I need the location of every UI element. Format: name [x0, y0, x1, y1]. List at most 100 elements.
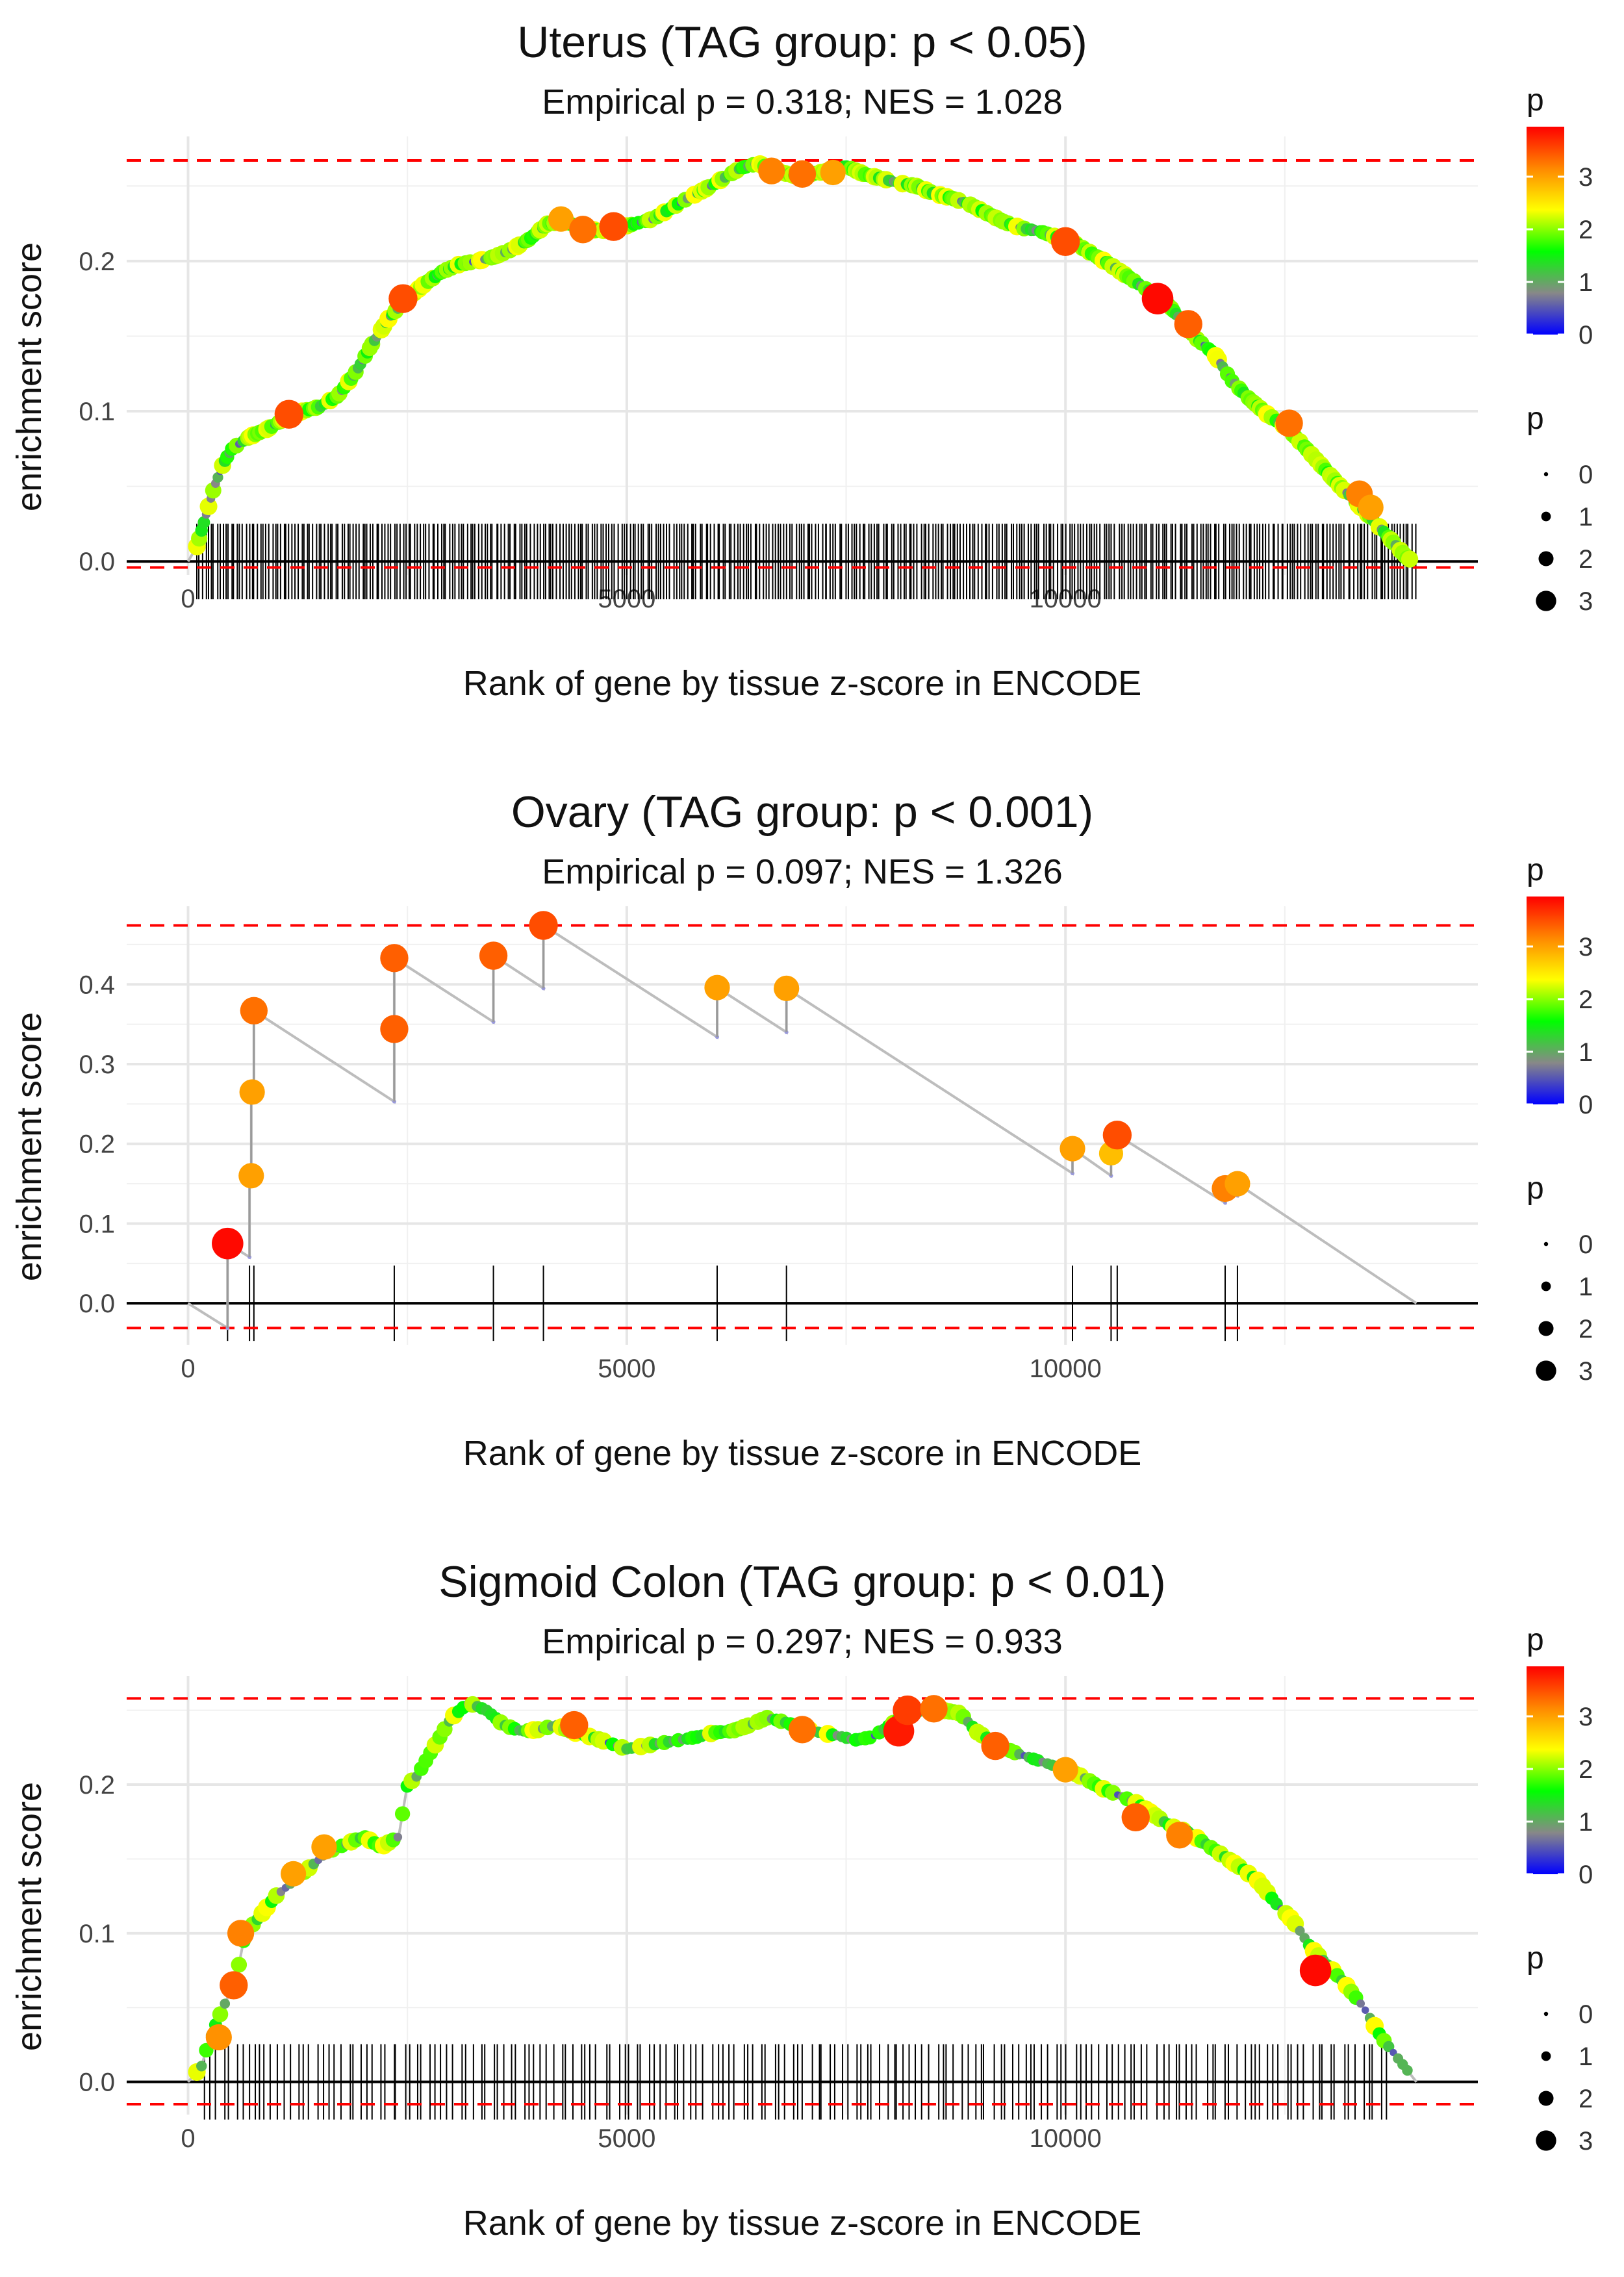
- data-point: [281, 1861, 307, 1887]
- data-point: [380, 1015, 409, 1043]
- size-label: 1: [1579, 2042, 1593, 2071]
- color-bar-label: 1: [1579, 1038, 1593, 1067]
- data-point: [758, 157, 785, 184]
- panel-subtitle: Empirical p = 0.297; NES = 0.933: [542, 1622, 1062, 1661]
- enrichment-curve: [187, 922, 1417, 1330]
- x-tick-label: 10000: [1030, 2124, 1102, 2153]
- color-legend-title: p: [1527, 83, 1544, 118]
- data-point: [704, 974, 730, 1000]
- x-axis-title: Rank of gene by tissue z-score in ENCODE: [463, 664, 1141, 703]
- data-point: [1141, 283, 1174, 314]
- data-point: [788, 1716, 817, 1744]
- x-tick-label: 10000: [1030, 1355, 1102, 1383]
- y-tick-label: 0.4: [79, 971, 115, 999]
- x-tick-label: 5000: [598, 2124, 655, 2153]
- size-label: 3: [1579, 587, 1593, 616]
- data-point: [1356, 1999, 1365, 2008]
- panel-ovary: Ovary (TAG group: p < 0.001) Empirical p…: [10, 787, 1593, 1473]
- data-point: [599, 212, 628, 241]
- data-point: [311, 1834, 337, 1860]
- data-point: [569, 216, 597, 244]
- y-tick-label: 0.0: [79, 1290, 115, 1318]
- panel-title: Ovary (TAG group: p < 0.001): [511, 787, 1093, 837]
- size-label: 0: [1579, 2000, 1593, 2029]
- highlighted-points: [205, 1695, 1332, 2051]
- color-bar-label: 1: [1579, 1808, 1593, 1837]
- data-point: [1362, 2006, 1369, 2014]
- data-point: [479, 941, 508, 970]
- size-label: 1: [1579, 1273, 1593, 1301]
- data-point: [240, 997, 268, 1024]
- size-legend-title: p: [1527, 1941, 1544, 1976]
- enrichment-curve: [187, 1701, 1418, 2083]
- size-legend-title: p: [1527, 1171, 1544, 1206]
- data-point: [380, 944, 409, 973]
- data-point: [529, 911, 558, 940]
- legend: p 0 1 2 3 p 0 1 2 3: [1527, 83, 1593, 616]
- panel-subtitle: Empirical p = 0.318; NES = 1.028: [542, 83, 1062, 121]
- size-key: [1543, 1241, 1549, 1247]
- panel-uterus: Uterus (TAG group: p < 0.05) Empirical p…: [10, 18, 1593, 703]
- size-label: 3: [1579, 2127, 1593, 2156]
- plot-area: 0.0 0.1 0.2 0.3 0.4 0 5000 10000: [79, 906, 1478, 1383]
- data-point: [220, 1998, 231, 2009]
- color-bar-label: 3: [1579, 1703, 1593, 1731]
- color-legend-title: p: [1527, 1623, 1544, 1657]
- color-bar: [1527, 1666, 1564, 1874]
- y-axis-title: enrichment score: [10, 242, 49, 511]
- size-label: 1: [1579, 503, 1593, 531]
- size-label: 0: [1579, 461, 1593, 489]
- data-point: [394, 1806, 411, 1822]
- color-bar: [1527, 127, 1564, 335]
- size-key: [1541, 2051, 1551, 2061]
- color-bar-label: 0: [1579, 1091, 1593, 1119]
- data-point: [231, 1957, 247, 1973]
- y-axis-title: enrichment score: [10, 1012, 49, 1281]
- data-point: [548, 206, 574, 232]
- y-tick-label: 0.2: [79, 248, 115, 276]
- size-label: 3: [1579, 1357, 1593, 1386]
- data-point: [220, 1971, 248, 2000]
- panel-subtitle: Empirical p = 0.097; NES = 1.326: [542, 852, 1062, 891]
- data-point: [393, 1833, 403, 1842]
- data-point: [205, 2024, 232, 2051]
- color-bar: [1527, 897, 1564, 1104]
- data-point: [388, 284, 418, 313]
- data-point: [1174, 310, 1202, 338]
- data-point: [1224, 1171, 1250, 1197]
- data-point: [774, 975, 800, 1002]
- color-bar-label: 1: [1579, 268, 1593, 297]
- y-tick-label: 0.0: [79, 2068, 115, 2097]
- data-point: [1102, 1121, 1132, 1150]
- data-point: [560, 1711, 589, 1740]
- size-key: [1541, 1281, 1551, 1291]
- y-axis-title: enrichment score: [10, 1782, 49, 2051]
- color-bar-label: 3: [1579, 163, 1593, 192]
- size-key: [1541, 511, 1551, 522]
- panel-title: Sigmoid Colon (TAG group: p < 0.01): [438, 1557, 1165, 1607]
- data-point: [820, 159, 846, 186]
- size-label: 2: [1579, 1315, 1593, 1343]
- data-point: [920, 1695, 948, 1723]
- size-key: [1538, 2091, 1554, 2106]
- dense-points: [188, 155, 1419, 568]
- legend: p 0 1 2 3 p 0 1 2 3: [1527, 853, 1593, 1386]
- data-point: [197, 516, 210, 529]
- data-point: [1050, 227, 1080, 257]
- x-tick-label: 0: [181, 1355, 195, 1383]
- color-legend-title: p: [1527, 853, 1544, 887]
- data-point: [212, 2006, 229, 2022]
- panel-sigmoid-colon: Sigmoid Colon (TAG group: p < 0.01) Empi…: [10, 1557, 1593, 2243]
- size-label: 2: [1579, 545, 1593, 574]
- data-point: [196, 2061, 207, 2072]
- size-key: [1536, 1360, 1556, 1381]
- data-point: [1059, 1136, 1085, 1162]
- data-point: [1275, 409, 1303, 437]
- color-bar-label: 2: [1579, 986, 1593, 1014]
- x-tick-label: 5000: [598, 1355, 655, 1383]
- data-point: [238, 1163, 264, 1189]
